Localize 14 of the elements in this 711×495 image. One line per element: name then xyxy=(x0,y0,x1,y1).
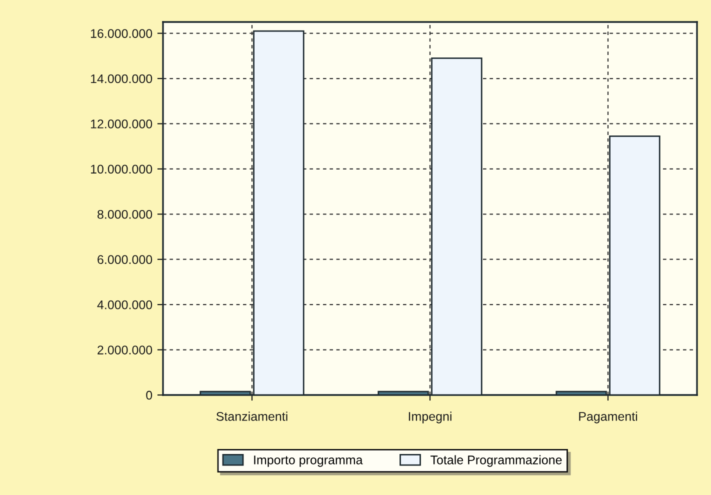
y-tick-label: 0 xyxy=(146,390,152,400)
legend-label: Totale Programmazione xyxy=(430,455,562,467)
y-tick-label: 6.000.000 xyxy=(98,255,152,264)
y-tick-label: 4.000.000 xyxy=(97,300,152,310)
y-tick-label: 2.000.000 xyxy=(98,346,152,354)
y-tick-label: 16.000.000 xyxy=(90,29,152,38)
y-tick-label: 10.000.000 xyxy=(90,164,152,174)
y-tick-label: 14.000.000 xyxy=(90,74,152,84)
legend-label: Importo programma xyxy=(254,456,363,467)
y-tick-label: 8.000.000 xyxy=(98,210,152,219)
y-tick-label: 12.000.000 xyxy=(90,120,152,128)
x-tick-label: Impegni xyxy=(408,412,452,424)
x-tick-label: Stanziamenti xyxy=(216,412,288,421)
x-tick-label: Pagamenti xyxy=(579,412,638,424)
